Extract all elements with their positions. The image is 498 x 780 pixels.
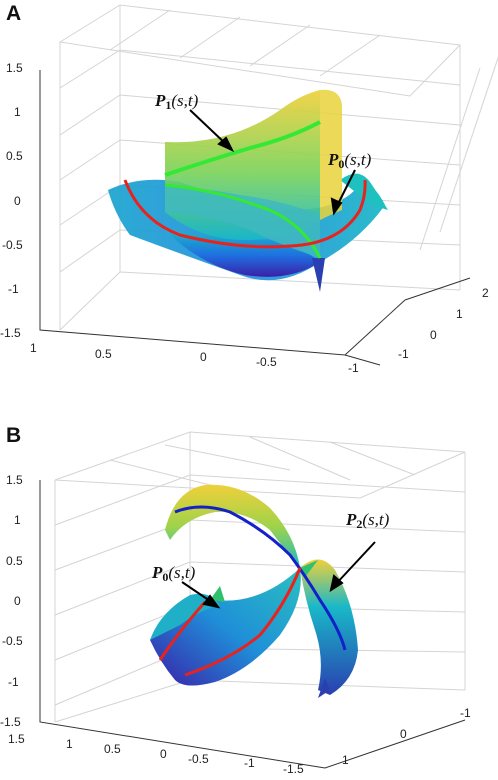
panel-a-curve-p1-upper	[164, 120, 321, 177]
x-tick: 0.5	[95, 347, 112, 361]
y-tick: 0	[400, 727, 407, 741]
panel-b-surface-top	[165, 484, 300, 568]
z-tick: -1	[8, 282, 19, 296]
panel-a-surface-p1	[165, 89, 342, 258]
x-tick: 0	[160, 747, 167, 761]
panel-b-label-p2: P2(s,t)	[345, 510, 390, 531]
z-tick: -1.5	[0, 715, 21, 729]
panel-b-arrows	[181, 541, 376, 609]
x-tick: -0.5	[188, 752, 209, 766]
z-tick: -1	[8, 675, 19, 689]
x-tick: -0.5	[256, 355, 277, 369]
panel-a-plot: P1(s,t) P0(s,t) 1.5 1 0.5 0 -0.5 -1 -1.5…	[0, 4, 498, 375]
panel-b-label-p0: P0(s,t)	[151, 563, 196, 584]
panel-a-grid	[58, 4, 498, 331]
x-tick: -1	[244, 756, 255, 770]
panel-a-label-p1: P1(s,t)	[154, 91, 199, 112]
x-tick: -1	[348, 361, 359, 375]
panel-a-arrows	[189, 109, 356, 216]
panel-b-y-ticks: -1 0 1	[342, 706, 471, 767]
panel-b-x-ticks: 1.5 1 0.5 0 -0.5 -1 -1.5	[8, 732, 304, 776]
z-tick: -0.5	[2, 634, 23, 648]
z-tick: 0.5	[6, 149, 23, 163]
z-tick: 1.5	[6, 61, 23, 75]
y-tick: -1	[398, 347, 409, 361]
panel-a-label-p0: P0(s,t)	[327, 150, 372, 171]
y-tick: 0	[430, 328, 437, 342]
panel-a-label: A	[6, 2, 22, 25]
panel-b-plot: P0(s,t) P2(s,t) 1.5 1 0.5 0 -0.5 -1 -1.5…	[0, 431, 471, 776]
z-tick: 0	[14, 194, 21, 208]
panel-b-grid	[54, 431, 466, 723]
x-tick: -1.5	[283, 762, 304, 776]
x-tick: 1	[66, 737, 73, 751]
x-tick: 1.5	[8, 732, 25, 746]
panel-a: A	[0, 2, 498, 375]
panel-a-curve-p0	[123, 179, 367, 249]
panel-a-axes	[39, 70, 471, 366]
panel-b-curve-p2	[174, 505, 347, 651]
panel-a-curve-p1-lower	[164, 183, 322, 259]
panel-b-z-ticks: 1.5 1 0.5 0 -0.5 -1 -1.5	[0, 473, 23, 729]
panel-b-label: B	[6, 424, 22, 447]
z-tick: -0.5	[2, 238, 23, 252]
x-tick: 0.5	[104, 742, 121, 756]
z-tick: 1.5	[6, 473, 23, 487]
z-tick: 0.5	[6, 554, 23, 568]
panel-b-axes	[39, 480, 466, 769]
y-tick: 2	[482, 286, 489, 300]
z-tick: -1.5	[0, 326, 21, 340]
y-tick: 1	[342, 753, 349, 767]
panel-a-z-ticks: 1.5 1 0.5 0 -0.5 -1 -1.5	[0, 61, 23, 340]
panel-b-curve-p0-right	[184, 567, 302, 677]
x-tick: 1	[30, 341, 37, 355]
z-tick: 0	[14, 594, 21, 608]
panel-b: B	[0, 390, 498, 780]
panel-a-x-ticks: 1 0.5 0 -0.5 -1	[30, 341, 359, 375]
z-tick: 1	[14, 513, 21, 527]
y-tick: 1	[456, 307, 463, 321]
z-tick: 1	[14, 105, 21, 119]
panel-a-y-ticks: -1 0 1 2	[398, 286, 489, 361]
x-tick: 0	[200, 350, 207, 364]
y-tick: -1	[460, 706, 471, 720]
panel-b-curve-p0-left	[158, 601, 207, 661]
